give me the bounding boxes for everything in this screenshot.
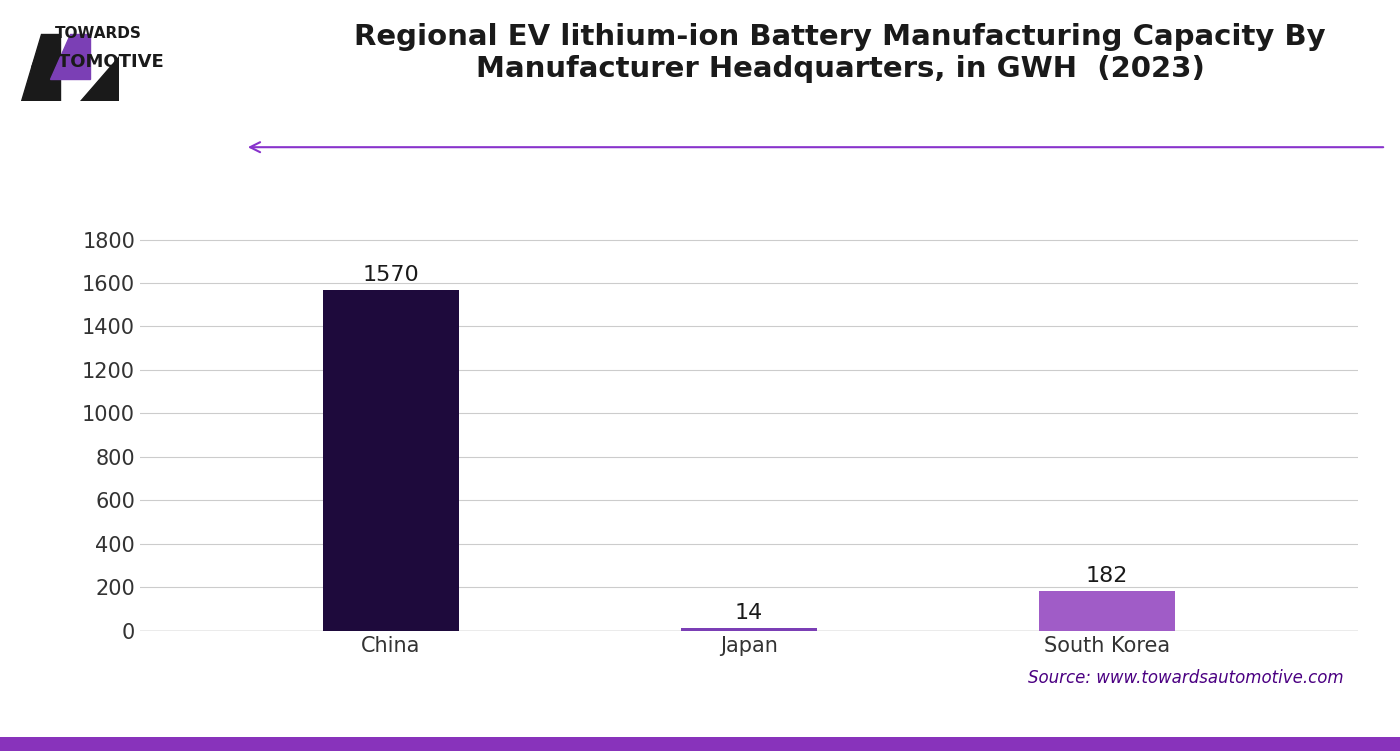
Text: AUTOMOTIVE: AUTOMOTIVE (31, 53, 165, 71)
Bar (680, 628, 818, 631)
Text: Regional EV lithium-ion Battery Manufacturing Capacity By
Manufacturer Headquart: Regional EV lithium-ion Battery Manufact… (354, 23, 1326, 83)
Text: 1570: 1570 (363, 265, 419, 285)
Text: 14: 14 (735, 603, 763, 623)
Polygon shape (80, 56, 119, 101)
Text: 182: 182 (1086, 566, 1128, 587)
Bar (1039, 591, 1175, 631)
Bar (322, 290, 459, 631)
Polygon shape (21, 34, 60, 101)
Text: TOWARDS: TOWARDS (55, 26, 141, 41)
Text: Source: www.towardsautomotive.com: Source: www.towardsautomotive.com (1029, 669, 1344, 687)
Polygon shape (50, 34, 90, 79)
